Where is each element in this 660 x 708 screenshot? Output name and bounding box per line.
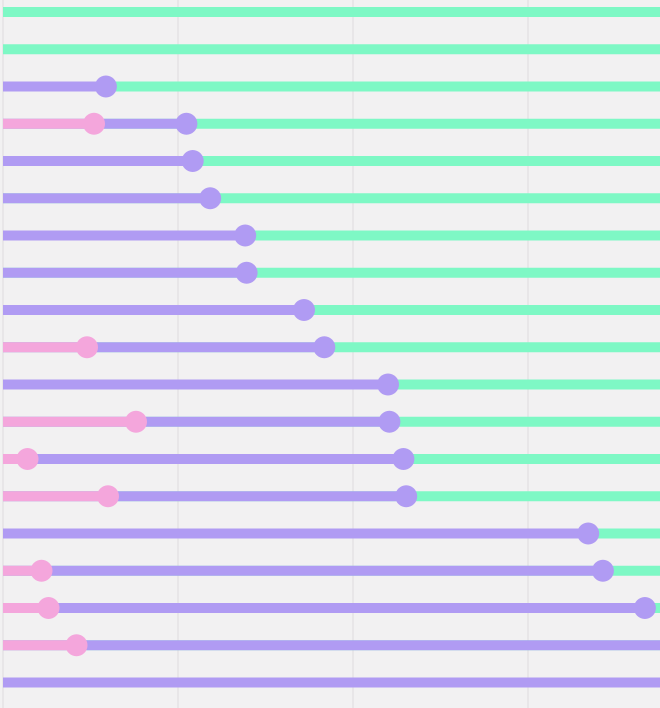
purple-bar-16 (3, 603, 645, 613)
purple-marker-15 (591, 559, 614, 582)
purple-marker-9 (313, 336, 336, 359)
bar-row-1 (3, 44, 660, 55)
bar-row-3 (3, 112, 660, 135)
purple-marker-3 (175, 112, 198, 135)
bar-row-8 (3, 299, 660, 321)
purple-bar-5 (3, 193, 211, 204)
purple-bar-9 (3, 342, 325, 353)
green-bar-6 (3, 230, 660, 241)
pink-bar-12 (3, 454, 28, 464)
purple-marker-16 (633, 597, 656, 619)
bar-row-14 (3, 522, 660, 545)
bar-row-13 (3, 485, 660, 508)
pink-marker-13 (97, 485, 119, 508)
purple-marker-8 (293, 299, 315, 321)
pink-marker-3 (83, 112, 105, 135)
purple-marker-5 (199, 187, 222, 210)
bar-row-7 (3, 261, 660, 284)
green-bar-8 (3, 305, 660, 315)
purple-bar-10 (3, 379, 388, 390)
purple-bar-14 (3, 528, 589, 539)
pink-marker-15 (30, 559, 53, 582)
purple-bar-13 (3, 491, 407, 502)
green-bar-0 (3, 7, 660, 17)
bar-row-12 (3, 448, 660, 470)
pink-bar-17 (3, 640, 77, 651)
purple-bar-6 (3, 230, 246, 241)
pink-bar-9 (3, 342, 87, 353)
pink-bar-3 (3, 118, 94, 129)
purple-bar-18 (3, 677, 660, 688)
purple-marker-6 (234, 224, 257, 247)
green-bar-3 (3, 118, 660, 129)
green-bar-2 (3, 81, 660, 92)
bar-row-17 (3, 634, 660, 657)
purple-marker-7 (235, 261, 258, 284)
bar-row-0 (3, 7, 660, 17)
purple-marker-2 (94, 75, 117, 98)
pink-bar-11 (3, 416, 136, 427)
purple-bar-12 (3, 454, 404, 464)
pink-marker-11 (125, 410, 147, 433)
purple-bar-8 (3, 305, 304, 315)
green-bar-7 (3, 267, 660, 278)
pink-marker-16 (37, 597, 60, 619)
bar-rows (3, 7, 660, 688)
pink-marker-9 (76, 336, 98, 359)
purple-marker-12 (392, 448, 415, 470)
purple-bar-15 (3, 565, 603, 576)
green-bar-5 (3, 193, 660, 204)
bar-row-15 (3, 559, 660, 582)
bar-row-11 (3, 410, 660, 433)
purple-marker-14 (577, 522, 600, 545)
purple-bar-7 (3, 267, 247, 278)
bar-row-5 (3, 187, 660, 210)
pink-marker-12 (16, 448, 39, 470)
purple-marker-13 (395, 485, 418, 508)
bar-row-18 (3, 677, 660, 688)
bar-row-2 (3, 75, 660, 98)
pink-bar-15 (3, 565, 42, 576)
bar-row-9 (3, 336, 660, 359)
bar-row-16 (3, 597, 660, 619)
purple-marker-4 (181, 150, 204, 172)
purple-bar-2 (3, 81, 106, 92)
pink-marker-17 (65, 634, 88, 657)
purple-bar-17 (3, 640, 660, 651)
purple-marker-10 (377, 373, 399, 396)
bar-row-4 (3, 150, 660, 172)
green-bar-1 (3, 44, 660, 55)
purple-marker-11 (378, 410, 401, 433)
green-bar-4 (3, 156, 660, 166)
purple-bar-4 (3, 156, 193, 166)
bar-row-10 (3, 373, 660, 396)
pink-bar-13 (3, 491, 108, 502)
purple-bar-11 (3, 416, 390, 427)
pink-bar-16 (3, 603, 49, 613)
bar-row-6 (3, 224, 660, 247)
